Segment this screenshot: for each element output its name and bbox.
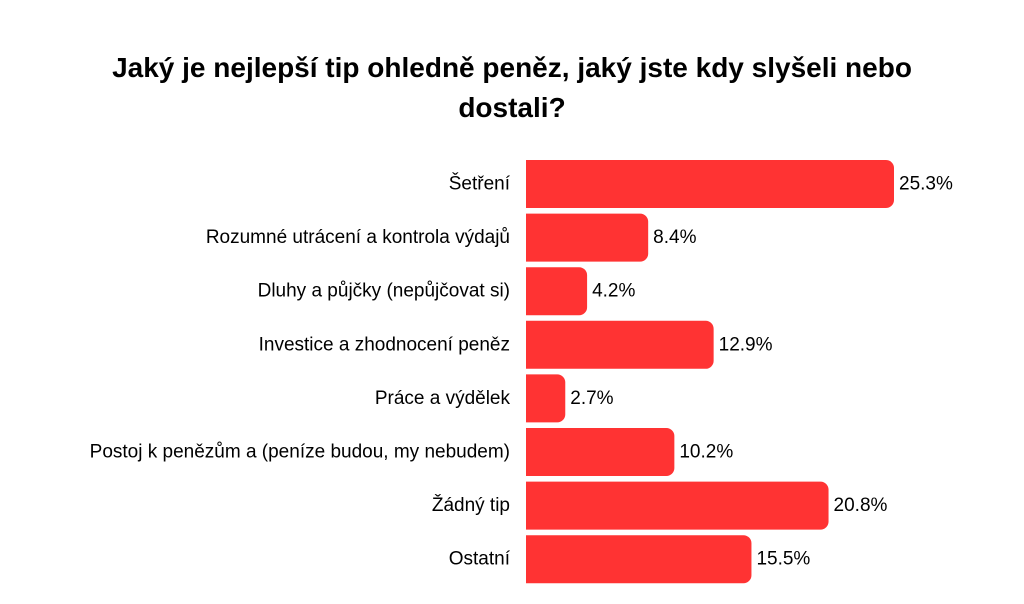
category-label: Postoj k penězům a (peníze budou, my neb… xyxy=(90,442,510,463)
category-label: Šetření xyxy=(449,173,511,195)
category-label: Ostatní xyxy=(449,549,511,570)
bar-row: Práce a výdělek 2.7% xyxy=(375,374,614,423)
category-label: Žádný tip xyxy=(432,494,510,516)
bar xyxy=(526,160,894,208)
category-label: Rozumné utrácení a kontrola výdajů xyxy=(206,227,510,248)
value-label: 12.9% xyxy=(719,334,773,355)
value-label: 10.2% xyxy=(679,442,733,463)
bar xyxy=(526,428,675,476)
bar-row: Šetření 25.3% xyxy=(449,160,953,208)
bar-row: Ostatní 15.5% xyxy=(449,535,810,584)
category-label: Investice a zhodnocení peněz xyxy=(259,334,510,355)
bar-row: Postoj k penězům a (peníze budou, my neb… xyxy=(90,428,733,476)
category-label: Práce a výdělek xyxy=(375,388,511,409)
value-label: 2.7% xyxy=(570,388,613,409)
bar-row: Žádný tip 20.8% xyxy=(432,481,888,530)
bar xyxy=(526,320,714,369)
bar xyxy=(526,267,588,316)
bar-row: Dluhy a půjčky (nepůjčovat si) 4.2% xyxy=(258,267,636,316)
bar xyxy=(526,481,829,530)
bar-row: Rozumné utrácení a kontrola výdajů 8.4% xyxy=(206,213,697,262)
bar-row: Investice a zhodnocení peněz 12.9% xyxy=(259,320,773,369)
chart-title: Jaký je nejlepší tip ohledně peněz, jaký… xyxy=(112,52,912,123)
category-label: Dluhy a půjčky (nepůjčovat si) xyxy=(258,281,510,302)
value-label: 4.2% xyxy=(592,281,635,302)
value-label: 15.5% xyxy=(756,549,810,570)
value-label: 20.8% xyxy=(834,495,888,516)
bar xyxy=(526,213,649,262)
value-label: 8.4% xyxy=(653,227,696,248)
bar xyxy=(526,374,566,423)
bar xyxy=(526,535,752,584)
value-label: 25.3% xyxy=(899,174,953,195)
